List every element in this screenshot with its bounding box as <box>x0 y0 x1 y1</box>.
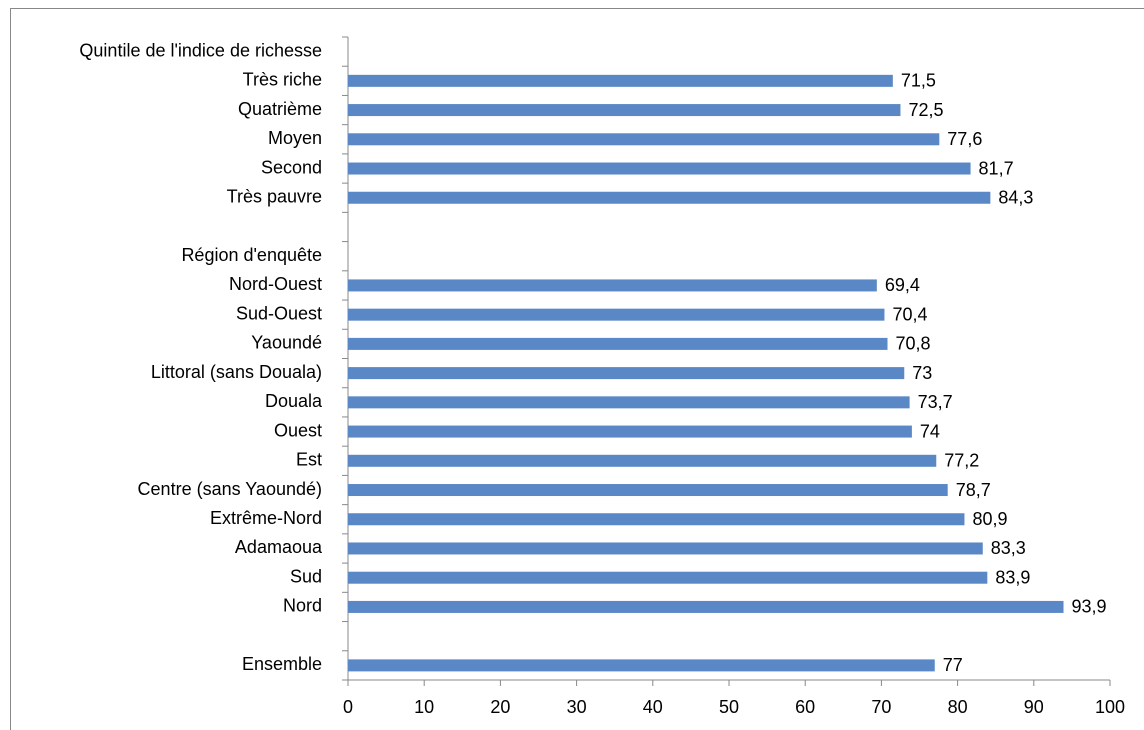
y-tick-label: Très pauvre <box>227 187 322 207</box>
y-tick-label: Très riche <box>243 70 322 90</box>
value-label: 72,5 <box>908 100 943 120</box>
value-label: 77,6 <box>947 129 982 149</box>
x-tick-label: 90 <box>1024 697 1044 717</box>
y-tick-label: Extrême-Nord <box>210 508 322 528</box>
y-tick-label: Quatrième <box>238 99 322 119</box>
value-label: 77 <box>943 655 963 675</box>
y-tick-label: Centre (sans Yaoundé) <box>138 479 322 499</box>
bar <box>348 454 937 467</box>
x-tick-label: 10 <box>414 697 434 717</box>
x-tick-label: 60 <box>795 697 815 717</box>
value-label: 81,7 <box>979 158 1014 178</box>
value-label: 73,7 <box>918 392 953 412</box>
y-tick-label: Région d'enquête <box>181 245 322 265</box>
y-tick-label: Second <box>261 157 322 177</box>
y-tick-label: Sud <box>290 566 322 586</box>
x-tick-label: 80 <box>948 697 968 717</box>
value-label: 71,5 <box>901 71 936 91</box>
bar <box>348 308 885 321</box>
bar <box>348 542 983 555</box>
y-tick-label: Nord <box>283 596 322 616</box>
value-label: 73 <box>912 363 932 383</box>
value-label: 74 <box>920 421 940 441</box>
value-label: 77,2 <box>944 451 979 471</box>
y-tick-label: Ensemble <box>242 654 322 674</box>
bar <box>348 367 905 380</box>
bar <box>348 133 940 146</box>
y-tick-label: Adamaoua <box>235 537 323 557</box>
y-tick-label: Ouest <box>274 420 322 440</box>
x-tick-label: 20 <box>490 697 510 717</box>
bar <box>348 571 988 584</box>
value-label: 93,9 <box>1072 597 1107 617</box>
x-tick-label: 100 <box>1095 697 1125 717</box>
value-label: 69,4 <box>885 275 920 295</box>
bar <box>348 104 901 117</box>
bar <box>348 337 888 350</box>
value-label: 78,7 <box>956 480 991 500</box>
x-tick-label: 30 <box>567 697 587 717</box>
bar <box>348 396 910 409</box>
chart-frame <box>10 8 1144 730</box>
x-tick-label: 40 <box>643 697 663 717</box>
bar <box>348 279 877 292</box>
x-tick-label: 0 <box>343 697 353 717</box>
x-tick-label: 50 <box>719 697 739 717</box>
y-tick-label: Moyen <box>268 128 322 148</box>
value-label: 70,8 <box>895 334 930 354</box>
x-tick-label: 70 <box>871 697 891 717</box>
bar <box>348 191 991 204</box>
y-tick-label: Yaoundé <box>251 333 322 353</box>
bar <box>348 162 971 175</box>
value-label: 83,9 <box>995 567 1030 587</box>
y-tick-label: Littoral (sans Douala) <box>151 362 322 382</box>
y-tick-label: Quintile de l'indice de richesse <box>79 40 322 60</box>
bar <box>348 600 1064 613</box>
y-tick-label: Nord-Ouest <box>229 274 322 294</box>
y-tick-label: Sud-Ouest <box>236 303 322 323</box>
bar <box>348 659 935 672</box>
value-label: 80,9 <box>972 509 1007 529</box>
bar <box>348 74 893 87</box>
bar <box>348 513 965 526</box>
value-label: 84,3 <box>998 188 1033 208</box>
value-label: 83,3 <box>991 538 1026 558</box>
y-tick-label: Douala <box>265 391 323 411</box>
y-tick-label: Est <box>296 450 322 470</box>
bar <box>348 484 948 497</box>
value-label: 70,4 <box>892 304 927 324</box>
bar <box>348 425 912 438</box>
